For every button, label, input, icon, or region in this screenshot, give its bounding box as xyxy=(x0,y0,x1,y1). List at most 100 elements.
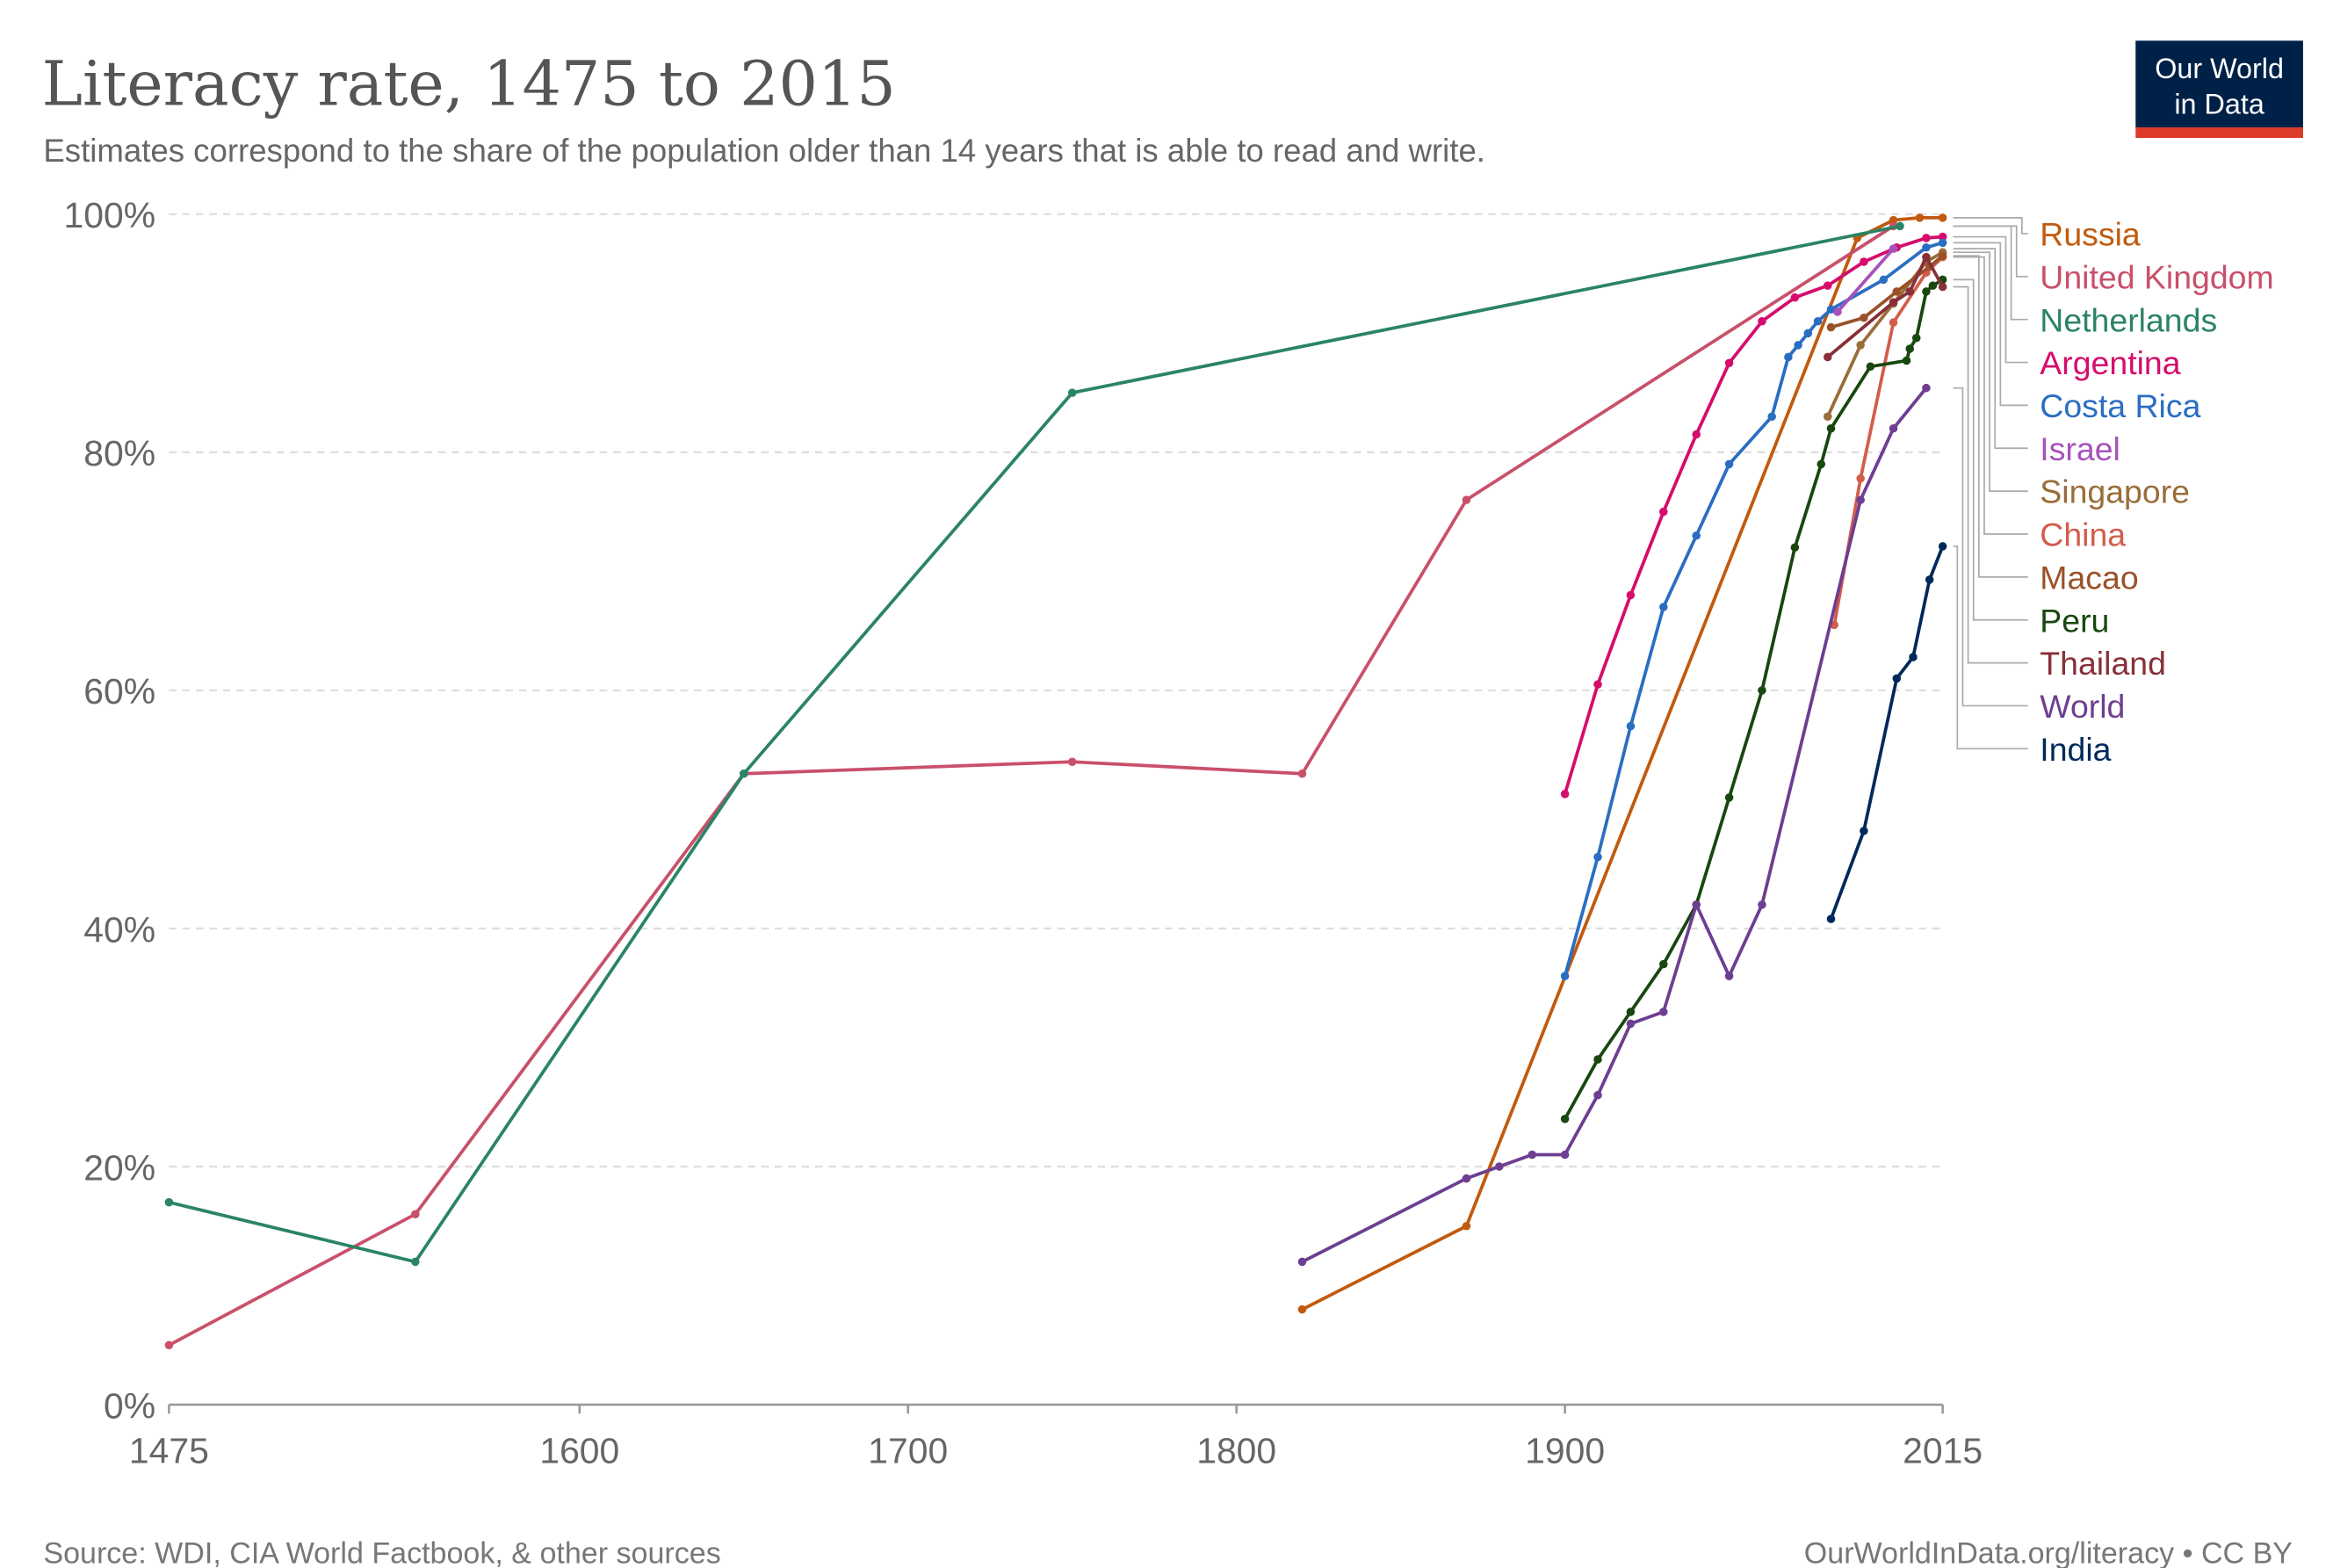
data-point[interactable] xyxy=(1626,1008,1636,1016)
data-point[interactable] xyxy=(1860,313,1868,322)
data-point[interactable] xyxy=(1813,317,1823,326)
data-point[interactable] xyxy=(1826,322,1836,332)
data-point[interactable] xyxy=(1724,358,1734,367)
series-line[interactable] xyxy=(1301,387,1928,1264)
data-point[interactable] xyxy=(1626,721,1636,731)
data-point[interactable] xyxy=(1692,531,1701,540)
data-point[interactable] xyxy=(1823,281,1832,290)
data-point[interactable] xyxy=(1922,383,1931,393)
series-line[interactable] xyxy=(168,224,1895,1347)
data-point[interactable] xyxy=(1462,1222,1471,1231)
data-point[interactable] xyxy=(1928,281,1938,290)
legend-label[interactable]: Netherlands xyxy=(2040,301,2217,338)
data-point[interactable] xyxy=(1067,388,1077,397)
data-point[interactable] xyxy=(1889,244,1898,253)
data-point[interactable] xyxy=(1902,356,1911,365)
series-line[interactable] xyxy=(1563,235,1943,795)
series-world[interactable] xyxy=(1297,383,1931,1267)
series-russia[interactable] xyxy=(1297,213,1947,1314)
data-point[interactable] xyxy=(411,1257,420,1267)
series-line[interactable] xyxy=(1563,278,1944,1120)
data-point[interactable] xyxy=(1560,790,1570,798)
data-point[interactable] xyxy=(1938,542,1947,551)
data-point[interactable] xyxy=(1794,341,1802,350)
legend-label[interactable]: Peru xyxy=(2040,602,2109,639)
data-point[interactable] xyxy=(1593,1090,1602,1100)
data-point[interactable] xyxy=(1659,507,1668,517)
data-point[interactable] xyxy=(1915,213,1925,222)
data-point[interactable] xyxy=(1860,827,1868,835)
data-point[interactable] xyxy=(1560,972,1570,980)
legend-label[interactable]: India xyxy=(2040,731,2111,768)
data-point[interactable] xyxy=(1758,686,1766,695)
data-point[interactable] xyxy=(1938,232,1947,242)
data-point[interactable] xyxy=(1856,495,1865,504)
data-point[interactable] xyxy=(164,1197,174,1207)
data-point[interactable] xyxy=(1938,251,1947,261)
data-point[interactable] xyxy=(1833,307,1842,316)
series-india[interactable] xyxy=(1826,542,1947,923)
series-united-kingdom[interactable] xyxy=(164,221,1898,1350)
data-point[interactable] xyxy=(1692,900,1701,909)
data-point[interactable] xyxy=(1297,770,1307,778)
data-point[interactable] xyxy=(1495,1162,1504,1171)
data-point[interactable] xyxy=(740,770,748,778)
legend-label[interactable]: Israel xyxy=(2040,430,2120,467)
data-point[interactable] xyxy=(1905,344,1915,353)
legend-label[interactable]: United Kingdom xyxy=(2040,258,2273,295)
data-point[interactable] xyxy=(1626,1019,1636,1029)
data-point[interactable] xyxy=(1462,1174,1471,1183)
legend-label[interactable]: World xyxy=(2040,688,2125,725)
data-point[interactable] xyxy=(1067,757,1077,767)
data-point[interactable] xyxy=(1905,287,1915,296)
data-point[interactable] xyxy=(1784,352,1793,362)
owid-logo[interactable]: Our World in Data xyxy=(2135,40,2303,138)
data-point[interactable] xyxy=(1889,215,1898,225)
data-point[interactable] xyxy=(1925,575,1934,584)
data-point[interactable] xyxy=(1823,412,1832,421)
legend-label[interactable]: Russia xyxy=(2040,216,2141,253)
legend-label[interactable]: China xyxy=(2040,517,2126,553)
data-point[interactable] xyxy=(1724,793,1734,802)
data-point[interactable] xyxy=(1758,317,1766,326)
data-point[interactable] xyxy=(1560,1115,1570,1124)
data-point[interactable] xyxy=(1528,1150,1536,1160)
data-point[interactable] xyxy=(1922,287,1931,296)
data-point[interactable] xyxy=(1826,423,1836,433)
license-link[interactable]: OurWorldInData.org/literacy • CC BY xyxy=(1804,1537,2293,1568)
data-point[interactable] xyxy=(1922,252,1931,262)
series-costa-rica[interactable] xyxy=(1560,238,1947,980)
data-point[interactable] xyxy=(1659,603,1668,611)
data-point[interactable] xyxy=(1803,329,1813,338)
data-point[interactable] xyxy=(1938,282,1947,292)
data-point[interactable] xyxy=(1724,459,1734,469)
data-point[interactable] xyxy=(411,1210,420,1218)
data-point[interactable] xyxy=(1922,243,1931,252)
data-point[interactable] xyxy=(1767,412,1776,421)
data-point[interactable] xyxy=(1879,275,1889,285)
series-line[interactable] xyxy=(168,224,1901,1264)
data-point[interactable] xyxy=(1790,543,1800,553)
data-point[interactable] xyxy=(1896,221,1904,231)
data-point[interactable] xyxy=(1593,680,1602,689)
data-point[interactable] xyxy=(1911,334,1921,343)
data-point[interactable] xyxy=(1626,590,1636,600)
data-point[interactable] xyxy=(1593,852,1602,862)
data-point[interactable] xyxy=(1826,305,1836,314)
legend-label[interactable]: Thailand xyxy=(2040,645,2166,682)
data-point[interactable] xyxy=(1889,318,1898,327)
data-point[interactable] xyxy=(1790,293,1800,302)
data-point[interactable] xyxy=(1866,362,1875,372)
data-point[interactable] xyxy=(1856,341,1865,350)
data-point[interactable] xyxy=(1860,257,1868,266)
data-point[interactable] xyxy=(1462,495,1471,504)
data-point[interactable] xyxy=(1758,900,1766,909)
data-point[interactable] xyxy=(1892,674,1902,683)
data-point[interactable] xyxy=(1297,1257,1307,1267)
data-point[interactable] xyxy=(1724,972,1734,980)
legend-label[interactable]: Costa Rica xyxy=(2040,387,2200,424)
legend-label[interactable]: Macao xyxy=(2040,559,2138,596)
series-thailand[interactable] xyxy=(1823,252,1947,362)
data-point[interactable] xyxy=(1892,287,1902,296)
data-point[interactable] xyxy=(1909,653,1918,661)
